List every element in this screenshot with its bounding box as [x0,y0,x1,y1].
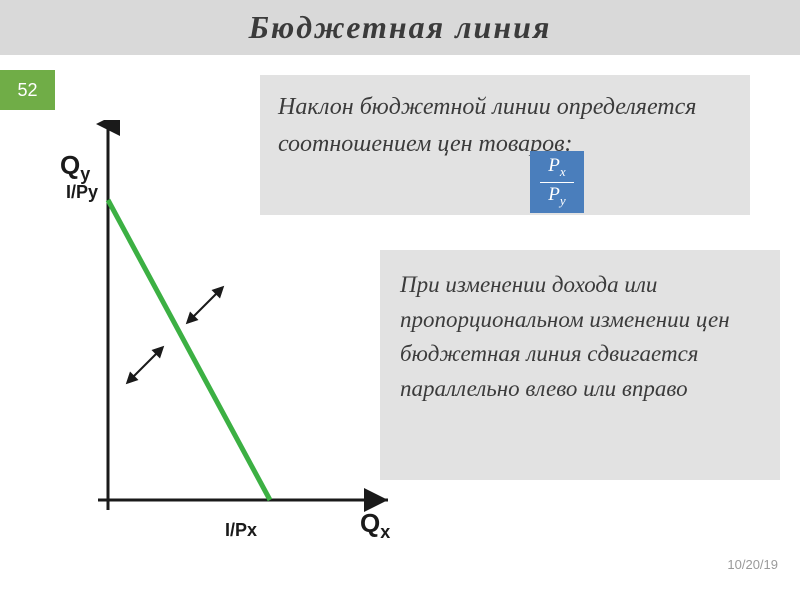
shift-arrow-right [190,290,220,320]
price-ratio-formula: Px Py [530,151,584,213]
slide-title: Бюджетная линия [249,9,552,46]
x-axis-label: Qx [360,508,390,543]
chart-svg [60,120,400,540]
body-text: При изменении дохода или пропорционально… [400,268,760,406]
fraction-bar [540,182,574,183]
y-intercept-label: I/Py [66,182,98,203]
y-axis-label: Qy [60,150,90,185]
budget-line [108,200,270,500]
shift-arrow-left [130,350,160,380]
slide-date: 10/20/19 [727,557,778,572]
formula-denominator: Py [548,185,565,208]
body-text-box: При изменении дохода или пропорционально… [380,250,780,480]
page-number-badge: 52 [0,70,55,110]
formula-numerator: Px [548,156,565,179]
x-intercept-label: I/Px [225,520,257,541]
title-bar: Бюджетная линия [0,0,800,55]
page-number: 52 [17,80,37,101]
budget-line-chart: Qy I/Py Qx I/Px [60,120,380,540]
